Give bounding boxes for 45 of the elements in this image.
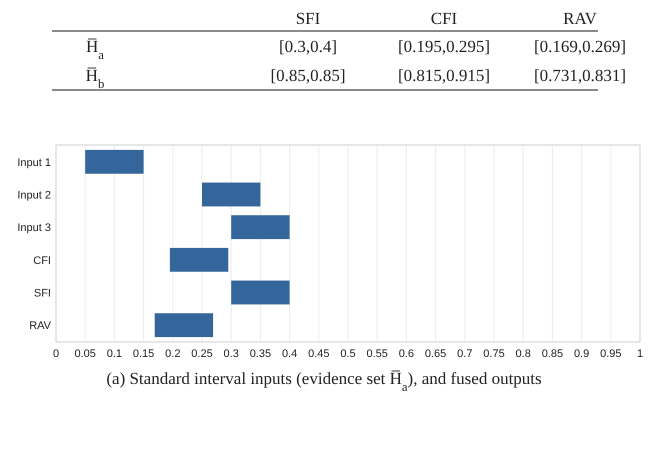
x-tick-label: 0.4 [282,348,298,360]
x-tick-label: 0.05 [74,348,96,360]
x-tick-label: 0.35 [250,348,272,360]
y-tick-label: Input 3 [17,222,51,234]
x-tick-label: 0.9 [574,348,590,360]
y-tick-label: SFI [34,288,51,300]
x-tick-label: 0.95 [600,348,622,360]
y-tick-label: RAV [29,320,52,332]
x-tick-label: 0.7 [457,348,472,360]
bar [231,280,290,304]
bar [85,150,144,174]
x-tick-label: 0.3 [224,348,239,360]
text: SFI [296,9,321,28]
x-tick-label: 0.75 [483,348,505,360]
x-tick-label: 0.45 [308,348,330,360]
text: [0.169,0.269] [534,37,626,56]
x-tick-label: 0.8 [516,348,531,360]
bar [231,215,290,240]
x-tick-label: 0.85 [542,348,564,360]
y-tick-label: Input 2 [17,189,51,202]
text: [0.85,0.85] [270,66,346,85]
x-tick-label: 0.6 [398,348,414,360]
text: [0.3,0.4] [278,37,338,56]
x-tick-label: 0 [52,348,60,360]
bar [202,182,260,206]
text: [0.815,0.915] [398,66,490,85]
x-tick-label: 1 [636,348,644,360]
y-tick-label: Input 1 [17,156,51,169]
bar [154,313,214,338]
bar [170,248,228,272]
x-tick-label: 0.25 [191,348,213,360]
x-tick-label: 0.55 [366,348,388,360]
text: H̅$_{b}$ [86,66,104,91]
text: [0.195,0.295] [398,37,490,56]
text: (a) Standard interval inputs (evidence set H̅$_{a}$), and fused outputs [106,369,542,394]
x-tick-label: 0.15 [132,348,154,360]
x-tick-label: 0.5 [340,348,356,360]
x-tick-label: 0.65 [424,348,446,360]
text: CFI [430,9,458,28]
x-tick-label: 0.2 [165,348,180,360]
text: [0.731,0.831] [534,66,626,85]
text: RAV [563,9,598,28]
text: H̅$_{a}$ [86,37,104,62]
y-tick-label: CFI [33,254,51,267]
x-tick-label: 0.1 [106,348,122,360]
